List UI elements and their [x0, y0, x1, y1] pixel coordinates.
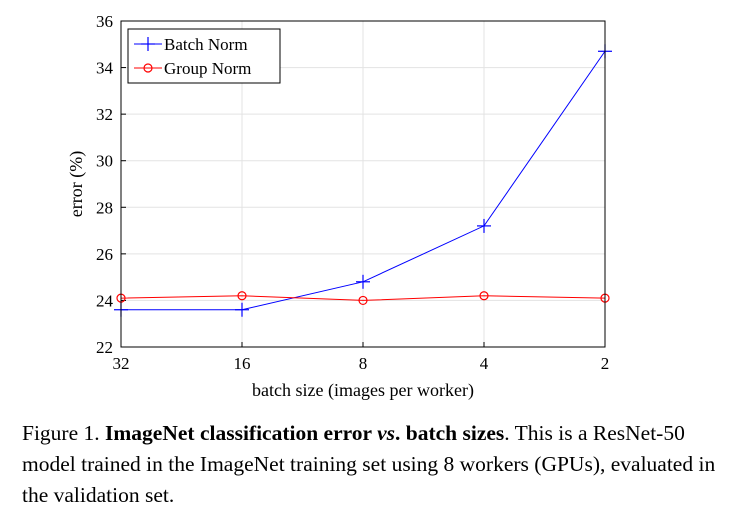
x-tick-label: 2	[601, 354, 610, 373]
legend-marker	[141, 37, 155, 51]
line-chart: 22 24 26 28 30 32 34 36 32 16 8 4 2 batch size (imag…	[66, 12, 612, 401]
plot-border	[120, 20, 606, 348]
y-tick-label: 22	[96, 338, 113, 357]
legend-label: Batch Norm	[164, 35, 248, 54]
caption-bold-title-end: . batch sizes	[395, 421, 505, 445]
figure-caption: Figure 1. ImageNet classification error …	[22, 418, 722, 511]
caption-italic-vs: vs	[377, 421, 395, 445]
caption-body: . This is a ResNet-50 model trained in t…	[22, 421, 716, 507]
x-tick-label: 32	[113, 354, 130, 373]
data-point	[356, 274, 370, 289]
x-tick-label: 8	[359, 354, 368, 373]
y-tick-label: 30	[96, 152, 113, 171]
x-axis-label: batch size (images per worker)	[252, 380, 474, 401]
data-point	[479, 291, 489, 301]
legend-box	[127, 28, 281, 84]
caption-bold-title: ImageNet classification error	[105, 421, 378, 445]
axis-ticks: 22 24 26 28 30 32 34 36 32 16 8 4 2	[96, 12, 609, 373]
data-point	[235, 302, 249, 317]
legend-label: Group Norm	[164, 59, 251, 78]
grid-lines	[121, 21, 605, 347]
y-tick-label: 36	[96, 12, 113, 31]
series-lines	[114, 44, 612, 317]
y-tick-label: 34	[96, 59, 114, 78]
y-tick-label: 28	[96, 198, 113, 217]
y-tick-label: 32	[96, 105, 113, 124]
y-tick-label: 26	[96, 245, 113, 264]
x-tick-label: 4	[480, 354, 489, 373]
legend: Batch Norm Group Norm	[127, 28, 281, 84]
y-axis-label: error (%)	[66, 151, 87, 217]
caption-prefix: Figure 1.	[22, 421, 106, 445]
data-point	[358, 295, 368, 306]
data-point	[477, 218, 491, 233]
series-line-group-norm	[120, 295, 606, 301]
y-tick-label: 24	[96, 291, 114, 310]
data-point	[237, 291, 247, 301]
x-tick-label: 16	[234, 354, 251, 373]
legend-marker	[143, 63, 153, 73]
